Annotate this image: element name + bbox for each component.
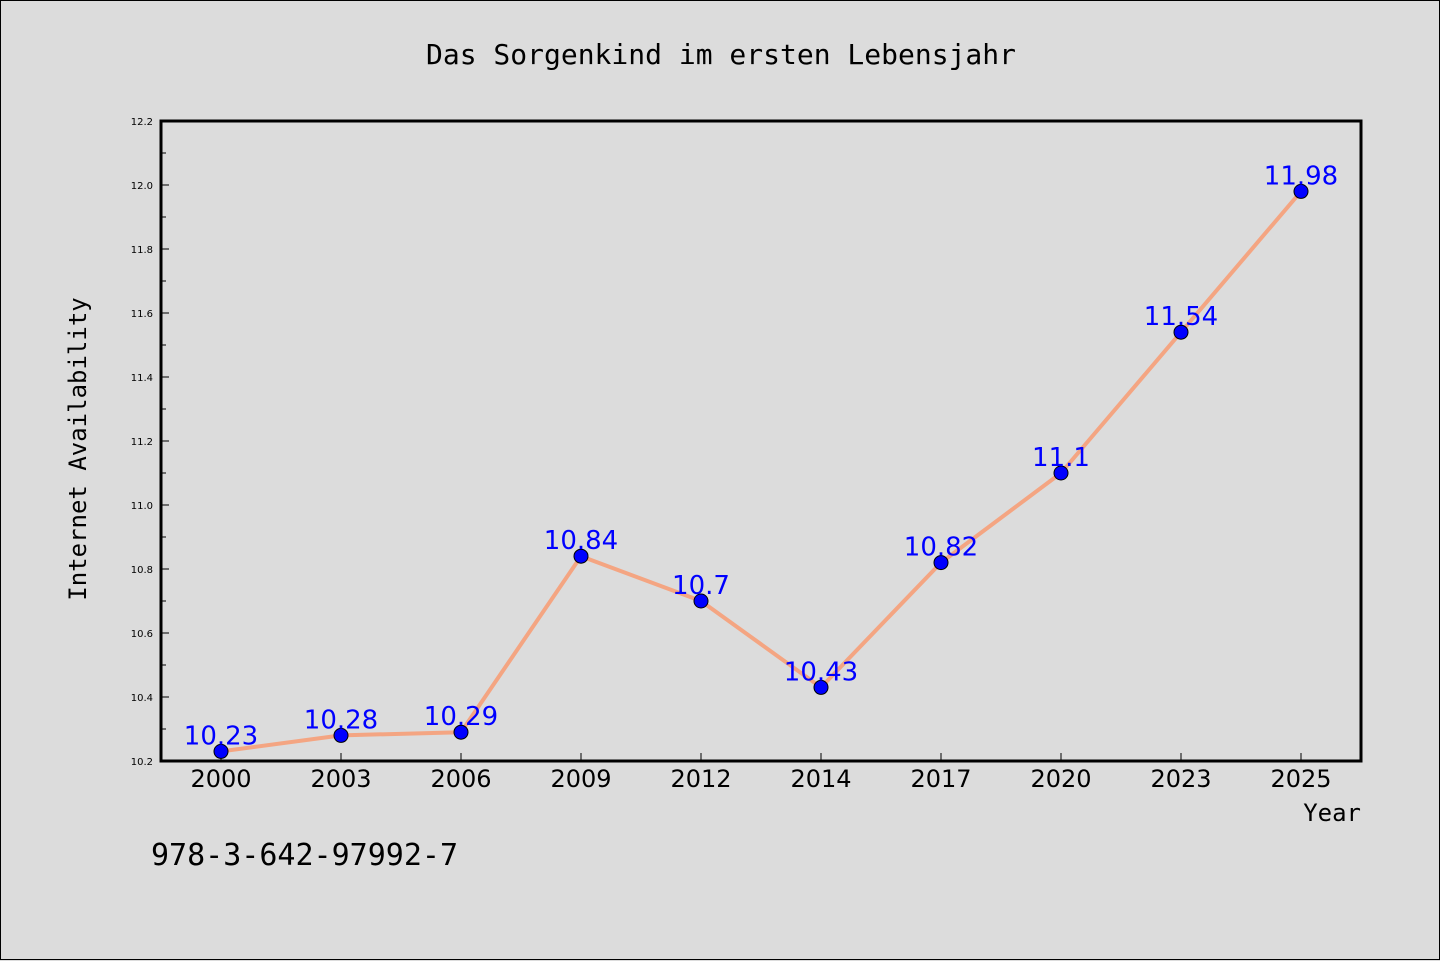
x-tick-label: 2012 <box>670 765 731 793</box>
x-tick-label: 2000 <box>190 765 251 793</box>
y-tick-label: 12.0 <box>131 181 153 192</box>
series-line <box>220 190 1303 754</box>
y-tick-label: 11.6 <box>131 309 153 320</box>
x-tick-label: 2025 <box>1270 765 1331 793</box>
y-tick-label: 10.6 <box>131 629 153 640</box>
data-label: 10.28 <box>304 705 378 735</box>
y-tick-label: 10.2 <box>131 757 153 768</box>
x-axis: 2000 2003 2006 2009 2012 2014 2017 2020 2023 2025 <box>190 753 1332 793</box>
data-label: 10.23 <box>184 721 258 751</box>
data-point <box>933 555 949 571</box>
data-label: 11.1 <box>1032 443 1090 473</box>
y-tick-label: 12.2 <box>131 117 153 128</box>
x-tick-label: 2003 <box>310 765 371 793</box>
y-tick-label: 11.4 <box>131 373 153 384</box>
y-tick-label: 10.8 <box>131 565 153 576</box>
y-tick-label: 10.4 <box>131 693 153 704</box>
x-tick-label: 2006 <box>430 765 491 793</box>
data-label: 10.43 <box>784 657 858 687</box>
data-label: 11.98 <box>1264 161 1338 191</box>
data-point <box>1053 465 1069 481</box>
y-tick-label: 11.8 <box>131 245 153 256</box>
series-layer <box>213 183 1309 759</box>
x-tick-label: 2014 <box>790 765 851 793</box>
data-label: 10.7 <box>672 571 730 601</box>
data-point <box>813 679 829 695</box>
data-point <box>693 593 709 609</box>
data-point <box>1293 183 1309 199</box>
y-axis: 10.2 10.4 10.6 10.8 11.0 11.2 11.4 11.6 11.8 12.0… <box>131 117 169 768</box>
plot-area-frame <box>159 119 1363 763</box>
footer-isbn-text: 978-3-642-97992-7 <box>151 838 458 873</box>
data-label: 10.84 <box>544 526 618 556</box>
x-axis-label: Year <box>1303 799 1361 827</box>
data-labels: 10.23 10.28 10.29 10.84 10.7 10.43 10.82 11.1 11… <box>184 161 1338 751</box>
y-tick-label: 11.0 <box>131 501 153 512</box>
data-point <box>1173 324 1189 340</box>
x-tick-label: 2020 <box>1030 765 1091 793</box>
data-point <box>453 724 469 740</box>
data-label: 11.54 <box>1144 302 1218 332</box>
data-point <box>573 548 589 564</box>
x-tick-label: 2017 <box>910 765 971 793</box>
x-tick-label: 2023 <box>1150 765 1211 793</box>
data-label: 10.82 <box>904 533 978 563</box>
data-point <box>213 743 229 759</box>
y-axis-label: Internet Availability <box>64 297 92 600</box>
y-tick-label: 11.2 <box>131 437 153 448</box>
data-label: 10.29 <box>424 702 498 732</box>
x-tick-label: 2009 <box>550 765 611 793</box>
data-point <box>333 727 349 743</box>
chart-title: Das Sorgenkind im ersten Lebensjahr <box>426 38 1016 71</box>
